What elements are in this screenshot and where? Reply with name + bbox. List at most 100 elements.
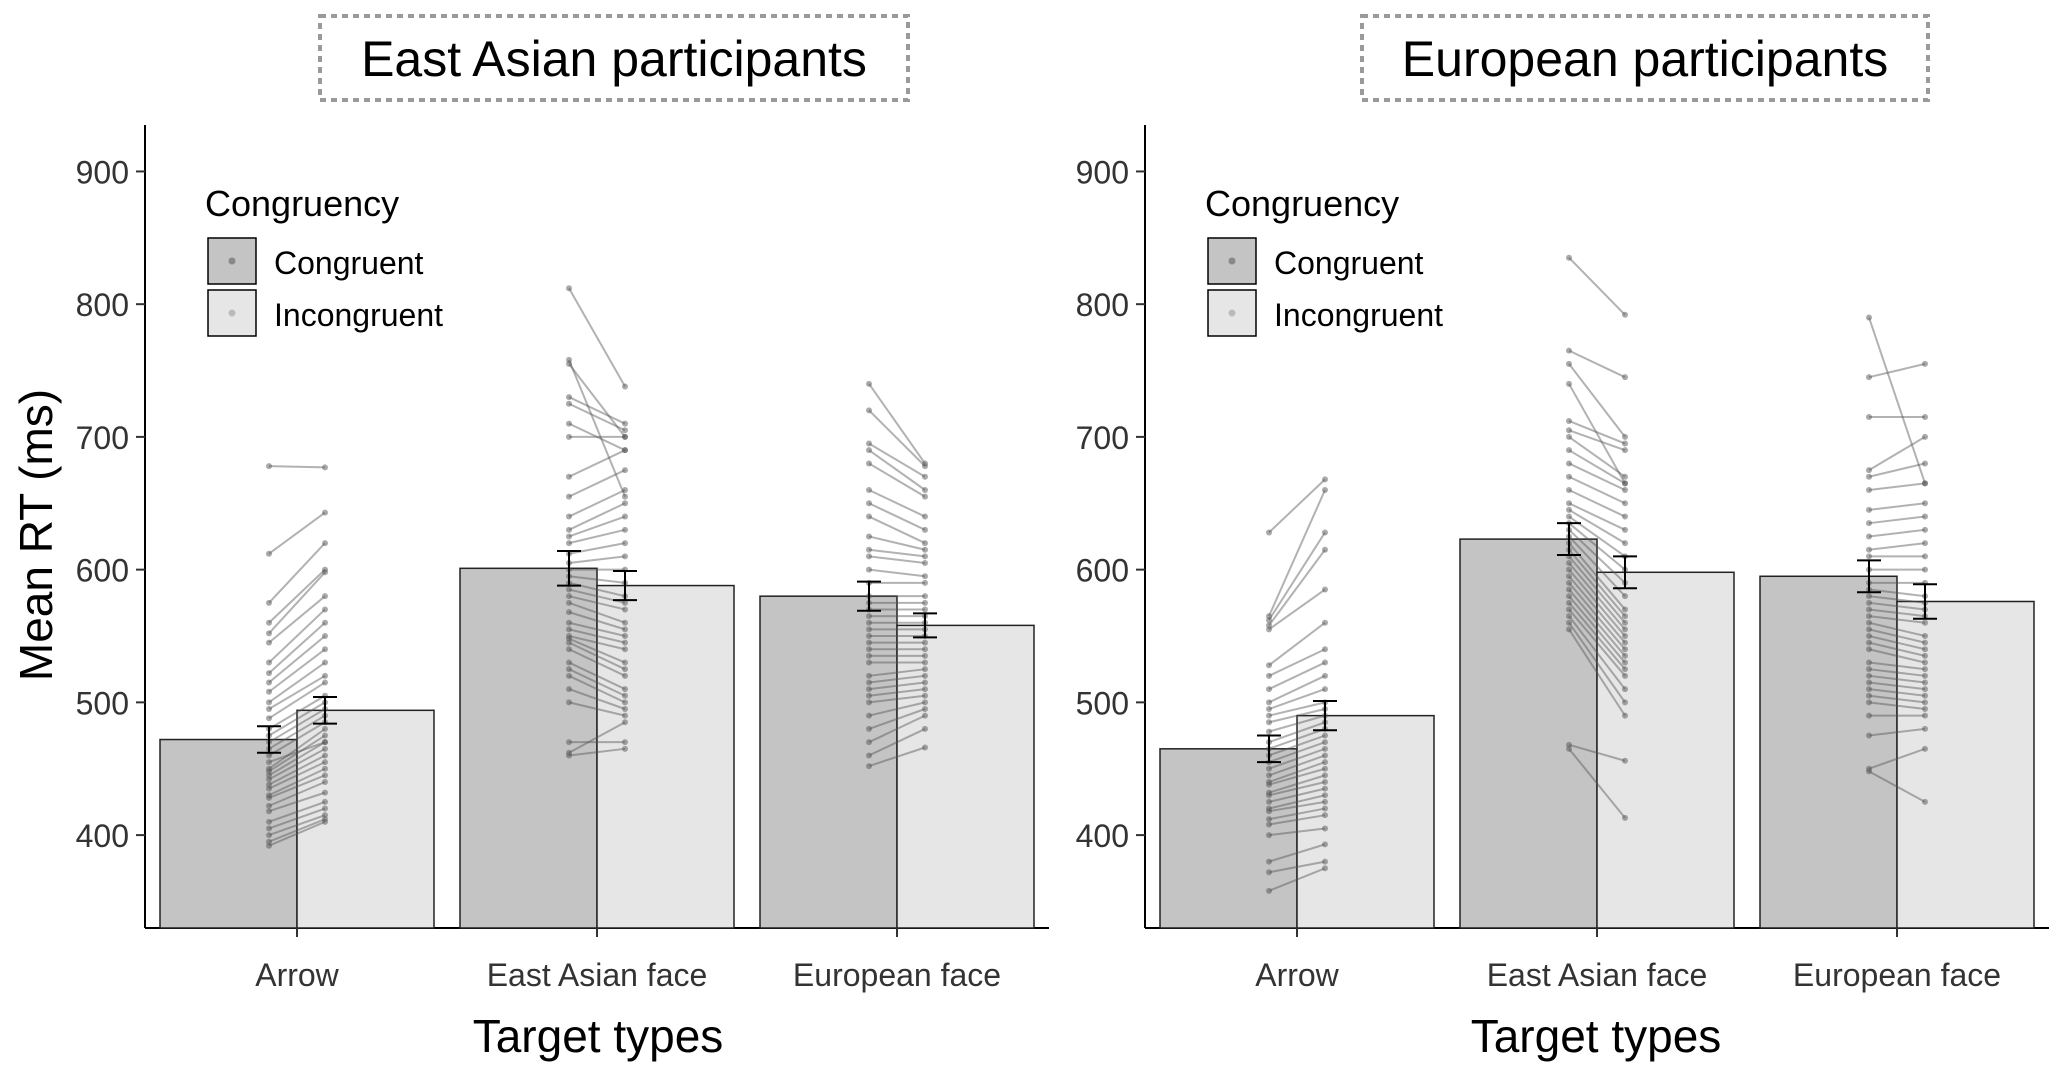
participant-line xyxy=(268,701,326,737)
participant-point xyxy=(622,619,628,626)
participant-point xyxy=(1922,706,1928,712)
participant-point xyxy=(866,447,872,454)
participant-point xyxy=(1622,619,1628,626)
x-tick-label: Arrow xyxy=(255,957,339,993)
participant-point xyxy=(1322,739,1328,746)
participant-point xyxy=(322,739,328,746)
participant-point xyxy=(1622,686,1628,693)
participant-point xyxy=(266,599,272,606)
participant-point xyxy=(866,725,872,732)
participant-point xyxy=(1322,586,1328,593)
participant-point xyxy=(1922,460,1928,467)
participant-point xyxy=(622,692,628,699)
legend-label-incongruent: Incongruent xyxy=(1274,297,1443,333)
participant-line xyxy=(268,747,326,781)
participant-line xyxy=(268,741,326,777)
participant-point xyxy=(866,639,872,646)
participant-point xyxy=(266,832,272,839)
participant-point xyxy=(1622,652,1628,659)
participant-point xyxy=(1322,476,1328,483)
participant-point xyxy=(1866,314,1872,321)
participant-point xyxy=(1266,672,1272,679)
participant-line xyxy=(268,635,326,684)
participant-point xyxy=(1622,440,1628,447)
participant-line xyxy=(268,661,326,704)
participant-line xyxy=(1568,568,1626,637)
panel-title: European participants xyxy=(1402,31,1888,87)
participant-point xyxy=(622,633,628,639)
participant-line xyxy=(268,511,326,555)
participant-line xyxy=(1868,628,1926,644)
participant-line xyxy=(1868,482,1926,491)
participant-point xyxy=(1566,487,1572,493)
participant-line xyxy=(1568,436,1626,478)
participant-point xyxy=(1866,599,1872,606)
participant-line xyxy=(868,535,926,551)
participant-line xyxy=(1568,462,1626,491)
participant-point xyxy=(866,672,872,679)
participant-point xyxy=(1622,646,1628,653)
participant-line xyxy=(1568,628,1626,717)
participant-point xyxy=(1866,414,1872,420)
participant-point xyxy=(566,609,572,616)
participant-point xyxy=(1922,633,1928,639)
participant-line xyxy=(268,571,326,635)
participant-point xyxy=(322,566,328,573)
participant-point xyxy=(322,646,328,653)
panel-european: European participants Target types 400 50… xyxy=(1076,14,2049,1062)
participant-point xyxy=(1922,672,1928,679)
participant-line xyxy=(568,489,626,518)
participant-line xyxy=(1568,363,1626,438)
participant-line xyxy=(568,363,626,438)
legend-dot-incongruent xyxy=(1228,309,1236,317)
participant-point xyxy=(622,553,628,560)
participant-point xyxy=(1322,759,1328,766)
legend-title: Congruency xyxy=(205,183,399,224)
participant-line xyxy=(1268,814,1326,826)
participant-point xyxy=(266,818,272,825)
participant-line xyxy=(868,568,926,578)
participant-point xyxy=(1922,692,1928,699)
participant-point xyxy=(566,666,572,673)
participant-line xyxy=(1568,529,1626,584)
participant-line xyxy=(868,746,926,768)
participant-point xyxy=(566,633,572,639)
participant-point xyxy=(1622,593,1628,600)
participant-line xyxy=(568,469,626,498)
participant-point xyxy=(1622,639,1628,646)
participant-line xyxy=(268,608,326,664)
y-tick-label: 900 xyxy=(76,154,129,190)
participant-line xyxy=(1868,621,1926,637)
participant-line xyxy=(568,595,626,611)
participant-line xyxy=(1868,601,1926,611)
participant-point xyxy=(1266,706,1272,712)
participant-line xyxy=(1568,555,1626,624)
y-axis-label: Mean RT (ms) xyxy=(10,389,62,681)
participant-point xyxy=(1322,752,1328,759)
participant-point xyxy=(622,447,628,454)
participant-line xyxy=(268,734,326,773)
participant-point xyxy=(866,633,872,639)
participant-point xyxy=(1566,566,1572,573)
participant-point xyxy=(322,779,328,785)
participant-point xyxy=(1866,553,1872,560)
participant-point xyxy=(1922,513,1928,520)
participant-point xyxy=(322,672,328,679)
participant-point xyxy=(622,739,628,746)
participant-line xyxy=(568,555,626,564)
bar-congruent-0 xyxy=(159,738,298,929)
participant-line xyxy=(1268,860,1326,874)
participant-line xyxy=(568,674,626,704)
participant-line xyxy=(1868,542,1926,551)
participant-line xyxy=(1868,641,1926,657)
participant-point xyxy=(1866,692,1872,699)
participant-point xyxy=(866,692,872,699)
participant-point xyxy=(1322,779,1328,785)
participant-point xyxy=(266,463,272,470)
participant-point xyxy=(1266,779,1272,785)
participant-line xyxy=(1268,688,1326,710)
participant-point xyxy=(1922,526,1928,533)
participant-point xyxy=(1866,765,1872,772)
participant-point xyxy=(866,712,872,719)
participant-point xyxy=(266,765,272,772)
